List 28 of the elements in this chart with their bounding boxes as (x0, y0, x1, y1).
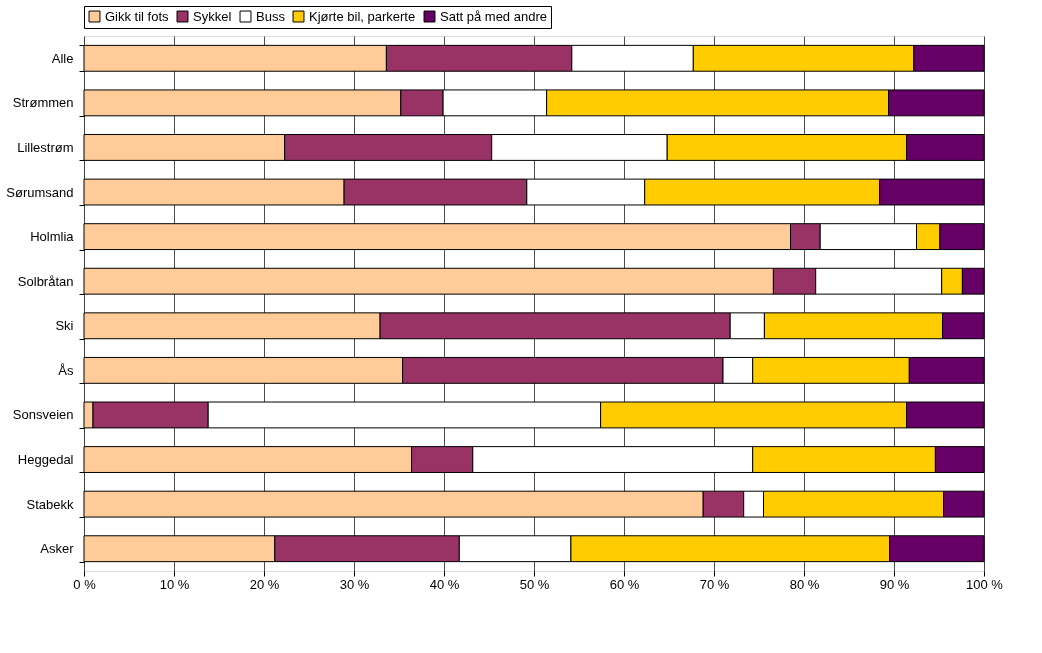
y-tick-label: Lillestrøm (17, 139, 74, 155)
y-tick-label: Stabekk (26, 496, 74, 512)
legend-label: Gikk til fots (105, 8, 170, 24)
x-tick-label: 10 % (159, 576, 190, 592)
y-tick-label: Heggedal (17, 452, 74, 468)
legend-label: Sykkel (193, 8, 232, 24)
x-tick-label: 100 % (966, 576, 1004, 592)
x-tick-label: 60 % (609, 576, 640, 592)
x-tick-label: 70 % (699, 576, 730, 592)
x-tick-label: 0 % (73, 576, 97, 592)
x-tick-label: 30 % (339, 576, 370, 592)
y-tick-label: Holmlia (30, 229, 75, 245)
legend-label: Buss (256, 8, 286, 24)
y-tick-label: Sørumsand (6, 184, 74, 200)
y-tick-label: Ås (58, 362, 74, 378)
x-tick-label: 80 % (789, 576, 820, 592)
y-tick-label: Solbråtan (17, 273, 74, 289)
x-tick-label: 50 % (519, 576, 550, 592)
legend-label: Kjørte bil, parkerte (309, 8, 416, 24)
x-tick-label: 20 % (249, 576, 280, 592)
y-tick-label: Alle (51, 50, 74, 66)
y-tick-label: Ski (55, 318, 74, 334)
y-tick-label: Asker (40, 541, 75, 557)
legend-label: Satt på med andre (440, 8, 547, 24)
y-tick-label: Sonsveien (12, 407, 74, 423)
x-tick-label: 90 % (879, 576, 910, 592)
x-tick-label: 40 % (429, 576, 460, 592)
y-tick-label: Strømmen (12, 95, 74, 111)
